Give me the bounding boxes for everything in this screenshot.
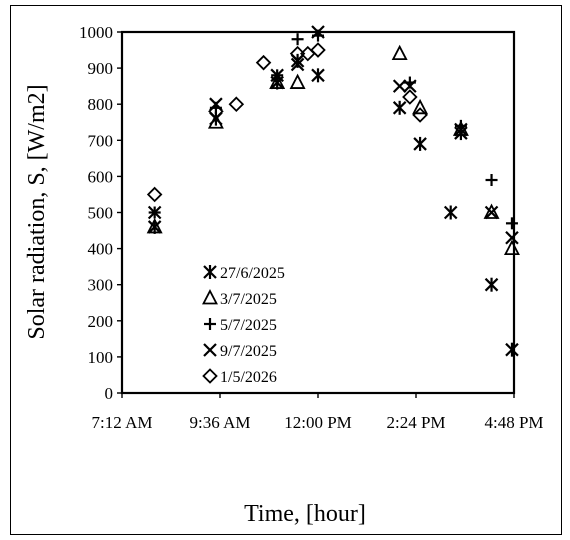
data-point [505,342,519,357]
chart-frame [10,5,562,535]
data-point [505,230,519,245]
data-points [146,25,520,357]
legend-label: 9/7/2025 [220,343,277,360]
y-tick-label: 900 [88,59,114,78]
data-point [483,203,500,219]
legend-label: 27/6/2025 [220,265,285,282]
data-point [289,73,306,89]
data-point [207,113,224,129]
y-tick-label: 800 [88,95,114,114]
data-point [208,103,224,120]
data-point [311,25,325,39]
y-tick-label: 1000 [79,23,113,42]
data-point [270,68,284,83]
data-point [484,277,499,292]
x-axis-ticks: 7:12 AM 9:36 AM 12:00 PM 2:24 PM 4:48 PM [92,393,544,432]
data-point [289,45,306,62]
data-point [484,205,499,220]
data-point [290,57,305,72]
data-point [412,107,428,123]
legend-marker [203,265,217,279]
y-tick-label: 0 [105,384,114,403]
legend-marker [202,289,218,305]
data-point [443,205,458,220]
plot-area [120,30,516,395]
y-tick-label: 100 [88,348,114,367]
legend-label: 1/5/2026 [220,369,277,386]
x-tick-label: 9:36 AM [190,413,251,432]
data-point [505,217,518,230]
data-point [403,79,417,93]
data-point [269,73,286,89]
legend-marker [203,343,217,357]
legend-label: 5/7/2025 [220,317,277,334]
y-tick-label: 700 [88,131,114,150]
data-point [452,120,469,136]
legend-marker [204,318,216,330]
y-tick-label: 500 [88,204,114,223]
x-tick-label: 2:24 PM [386,413,445,432]
data-point [392,79,407,93]
data-point [291,33,304,46]
series-asterisk [147,53,519,357]
series-plus [148,29,518,230]
data-point [147,205,162,220]
legend: 27/6/2025 3/7/2025 5/7/2025 9/7/2025 1/5/202… [202,265,285,386]
y-axis-title: Solar radiation, S, [W/m2] [24,84,50,339]
x-axis-title: Time, [hour] [244,501,366,527]
data-point [310,42,326,58]
x-tick-label: 4:48 PM [484,413,543,432]
data-point [391,44,408,61]
legend-marker [202,368,218,384]
data-point [485,174,498,187]
data-point [146,186,163,203]
legend-label: 3/7/2025 [220,291,277,308]
data-point [413,136,427,151]
series-diamond [146,42,428,203]
data-point [503,239,520,256]
data-point [228,96,245,112]
data-point [146,217,163,234]
plot-border [120,30,516,395]
y-tick-label: 600 [88,167,114,186]
y-tick-label: 300 [88,276,114,295]
y-axis-ticks: 0 100 200 300 400 500 600 700 800 900 1000 [79,23,122,403]
y-tick-label: 200 [88,312,114,331]
data-point [255,54,272,71]
series-triangle [146,44,520,256]
y-tick-label: 400 [88,240,114,259]
data-point [311,68,325,83]
data-point [402,89,418,105]
x-tick-label: 7:12 AM [92,413,153,432]
data-point [412,98,429,115]
data-point [454,122,468,137]
x-tick-label: 12:00 PM [284,413,352,432]
data-point [392,100,407,115]
